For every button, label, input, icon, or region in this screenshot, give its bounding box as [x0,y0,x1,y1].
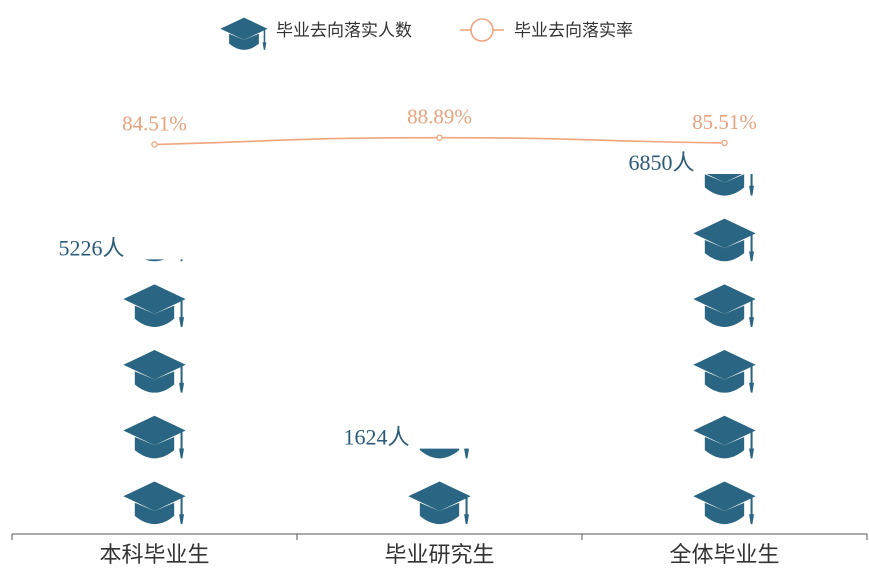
graduation-cap-icon [693,218,756,262]
count-label-undergraduate: 5226人 [58,235,124,260]
graduation-cap-icon [144,259,183,262]
graduation-cap-icon [220,17,268,50]
bar-postgraduate[interactable] [408,416,471,525]
graduation-cap-icon [123,350,186,393]
graduation-cap-icon [693,350,756,393]
legend-item-rate[interactable]: 毕业去向落实率 [460,18,633,42]
rate-point-all[interactable] [721,139,728,147]
legend-marker-rate [470,18,494,42]
graduation-cap-icon [693,481,756,525]
count-labels: 5226人 1624人 6850人 [58,150,694,450]
rate-point-postgraduate[interactable] [436,134,443,141]
graduation-cap-icon [693,284,756,327]
legend[interactable]: 毕业去向落实人数 毕业去向落实率 [220,17,633,50]
rate-label-undergraduate: 84.51% [122,112,187,136]
graduation-cap-icon [123,481,186,525]
bar-undergraduate[interactable] [123,219,186,525]
graduation-cap-icon [419,448,470,459]
rate-labels: 84.51% 88.89% 85.51% [122,105,757,136]
rate-point-undergraduate[interactable] [151,141,158,148]
legend-item-count[interactable]: 毕业去向落实人数 [220,17,412,50]
bar-all[interactable] [693,153,756,525]
graduation-cap-icon [704,173,755,196]
x-axis: 本科毕业生 毕业研究生 全体毕业生 [11,533,868,568]
legend-label-rate: 毕业去向落实率 [514,21,633,40]
rate-label-all: 85.51% [692,110,757,134]
legend-label-count: 毕业去向落实人数 [276,21,412,40]
graduation-cap-icon [693,415,756,459]
count-label-postgraduate: 1624人 [343,425,409,450]
x-tick-label-undergraduate: 本科毕业生 [99,543,209,568]
rate-label-postgraduate: 88.89% [407,105,472,129]
graduation-cap-icon [123,415,186,459]
rate-line-series [151,134,728,148]
count-label-all: 6850人 [628,150,694,175]
x-tick-label-postgraduate: 毕业研究生 [384,543,494,568]
count-bars [123,153,756,525]
x-tick-label-all: 全体毕业生 [669,543,779,568]
graduation-cap-icon [408,481,471,525]
graduation-cap-icon [123,284,186,327]
